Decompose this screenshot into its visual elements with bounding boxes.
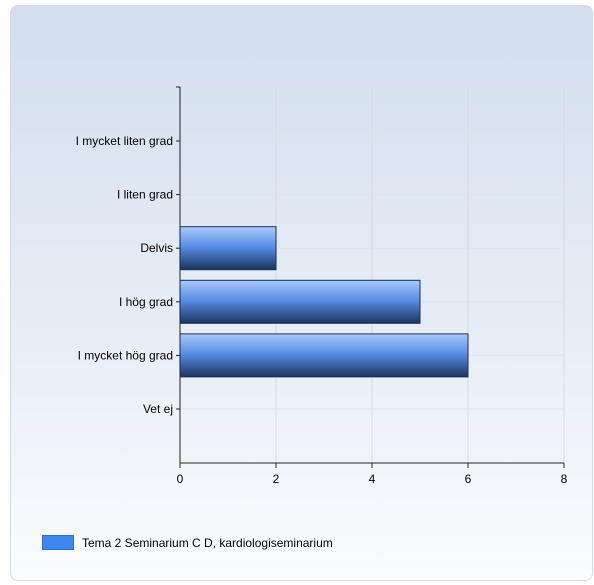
x-tick-label: 4 bbox=[369, 472, 376, 486]
bar bbox=[179, 333, 469, 378]
x-tick-label: 8 bbox=[561, 472, 568, 486]
x-tick-label: 0 bbox=[177, 472, 184, 486]
legend-label: Tema 2 Seminarium C D, kardiologiseminar… bbox=[82, 535, 333, 550]
y-tick-label: I mycket hög grad bbox=[78, 348, 173, 362]
x-tick-label: 6 bbox=[465, 472, 472, 486]
y-tick-label: Delvis bbox=[140, 241, 173, 255]
y-tick-label: Vet ej bbox=[143, 402, 173, 416]
grid bbox=[180, 87, 565, 463]
x-tick-label: 2 bbox=[273, 472, 280, 486]
legend-swatch bbox=[42, 535, 74, 550]
y-tick-label: I hög grad bbox=[119, 295, 173, 309]
bars bbox=[179, 226, 469, 378]
axes: I mycket liten grad I liten grad Delvis I h… bbox=[76, 86, 568, 486]
bar bbox=[179, 226, 277, 271]
y-tick-label: I mycket liten grad bbox=[76, 134, 173, 148]
bar bbox=[179, 279, 421, 324]
legend: Tema 2 Seminarium C D, kardiologiseminar… bbox=[42, 535, 333, 550]
y-tick-label: I liten grad bbox=[117, 188, 173, 202]
